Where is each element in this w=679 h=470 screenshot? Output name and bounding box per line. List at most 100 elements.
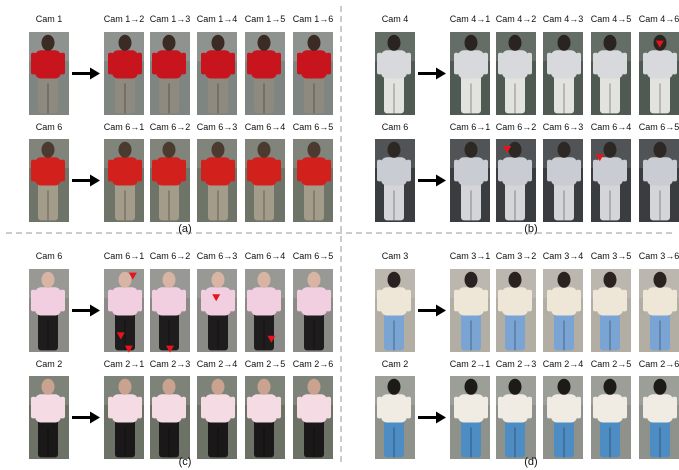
- highlight-marker-icon: [124, 345, 133, 353]
- person-lower-body: [505, 75, 525, 114]
- person-arm: [622, 159, 627, 182]
- person-lower-body: [650, 182, 670, 221]
- person-lower-body: [159, 419, 179, 458]
- source-camera-label: Cam 2: [382, 359, 409, 369]
- transferred-image: [543, 269, 583, 352]
- person-head: [41, 378, 55, 395]
- highlight-marker-icon: [128, 272, 137, 280]
- person-head: [162, 271, 176, 288]
- arrow-head-icon: [90, 67, 100, 80]
- highlight-marker-icon: [267, 335, 276, 343]
- person-arm: [406, 159, 411, 182]
- person-head: [557, 378, 571, 395]
- transferred-image: [197, 376, 237, 459]
- person-upper-body: [458, 394, 484, 423]
- transfer-camera-label: Cam 2→5: [245, 359, 286, 369]
- person-upper-body: [502, 157, 528, 186]
- person-lower-body: [254, 75, 274, 114]
- transfer-camera-label: Cam 6→5: [639, 122, 679, 132]
- person-lower-body: [254, 419, 274, 458]
- transferred-image: [496, 269, 536, 352]
- person-upper-body: [597, 50, 623, 79]
- person-arm: [547, 159, 552, 182]
- transferred-image: [104, 32, 144, 115]
- person-arm: [137, 159, 142, 182]
- person-head: [508, 34, 522, 51]
- transfer-camera-label: Cam 6→3: [197, 251, 238, 261]
- arrow-head-icon: [436, 67, 446, 80]
- person-arm: [247, 289, 252, 312]
- person-arm: [201, 289, 206, 312]
- person-head: [211, 34, 225, 51]
- person-upper-body: [35, 50, 61, 79]
- person-arm: [377, 159, 382, 182]
- person-arm: [498, 396, 503, 419]
- transfer-camera-label: Cam 1→6: [293, 14, 334, 24]
- transferred-image: [104, 269, 144, 352]
- person-lower-body: [38, 312, 58, 351]
- person-arm: [181, 289, 186, 312]
- person-head: [557, 34, 571, 51]
- transfer-camera-label: Cam 3→2: [496, 251, 537, 261]
- person-arm: [326, 52, 331, 75]
- person-head: [211, 378, 225, 395]
- person-arm: [483, 159, 488, 182]
- person-head: [162, 141, 176, 158]
- person-arm: [547, 289, 552, 312]
- person-head: [464, 378, 478, 395]
- transferred-image: [496, 376, 536, 459]
- source-image: [375, 32, 415, 115]
- person-arm: [230, 159, 235, 182]
- person-arm: [137, 52, 142, 75]
- person-head: [508, 378, 522, 395]
- person-upper-body: [251, 50, 277, 79]
- person-arm: [406, 396, 411, 419]
- person-arm: [547, 396, 552, 419]
- source-image: [29, 32, 69, 115]
- person-arm: [108, 52, 113, 75]
- person-lower-body: [208, 182, 228, 221]
- transfer-camera-label: Cam 6→1: [450, 122, 491, 132]
- person-arm: [643, 159, 648, 182]
- transferred-image: [245, 139, 285, 222]
- transfer-camera-label: Cam 2→6: [639, 359, 679, 369]
- person-upper-body: [381, 287, 407, 316]
- person-upper-body: [112, 50, 138, 79]
- person-arm: [498, 159, 503, 182]
- person-arm: [230, 289, 235, 312]
- person-upper-body: [647, 394, 673, 423]
- person-upper-body: [381, 50, 407, 79]
- person-lower-body: [461, 312, 481, 351]
- person-head: [211, 271, 225, 288]
- transfer-camera-label: Cam 1→3: [150, 14, 191, 24]
- person-lower-body: [159, 75, 179, 114]
- person-arm: [152, 289, 157, 312]
- arrow-head-icon: [90, 304, 100, 317]
- person-arm: [576, 159, 581, 182]
- person-head: [41, 141, 55, 158]
- source-camera-label: Cam 6: [382, 122, 409, 132]
- person-upper-body: [205, 287, 231, 316]
- person-lower-body: [461, 75, 481, 114]
- person-upper-body: [551, 50, 577, 79]
- person-arm: [377, 289, 382, 312]
- person-upper-body: [205, 157, 231, 186]
- source-image: [29, 376, 69, 459]
- person-head: [118, 141, 132, 158]
- person-arm: [247, 396, 252, 419]
- person-lower-body: [554, 419, 574, 458]
- transferred-image: [639, 376, 679, 459]
- person-head: [387, 34, 401, 51]
- transferred-image: [543, 376, 583, 459]
- transferred-image: [591, 32, 631, 115]
- person-arm: [31, 289, 36, 312]
- person-lower-body: [254, 312, 274, 351]
- person-lower-body: [38, 75, 58, 114]
- person-arm: [247, 52, 252, 75]
- person-lower-body: [254, 182, 274, 221]
- panel-letter: (a): [178, 223, 191, 235]
- person-arm: [672, 52, 677, 75]
- person-lower-body: [554, 312, 574, 351]
- person-upper-body: [301, 157, 327, 186]
- person-lower-body: [115, 182, 135, 221]
